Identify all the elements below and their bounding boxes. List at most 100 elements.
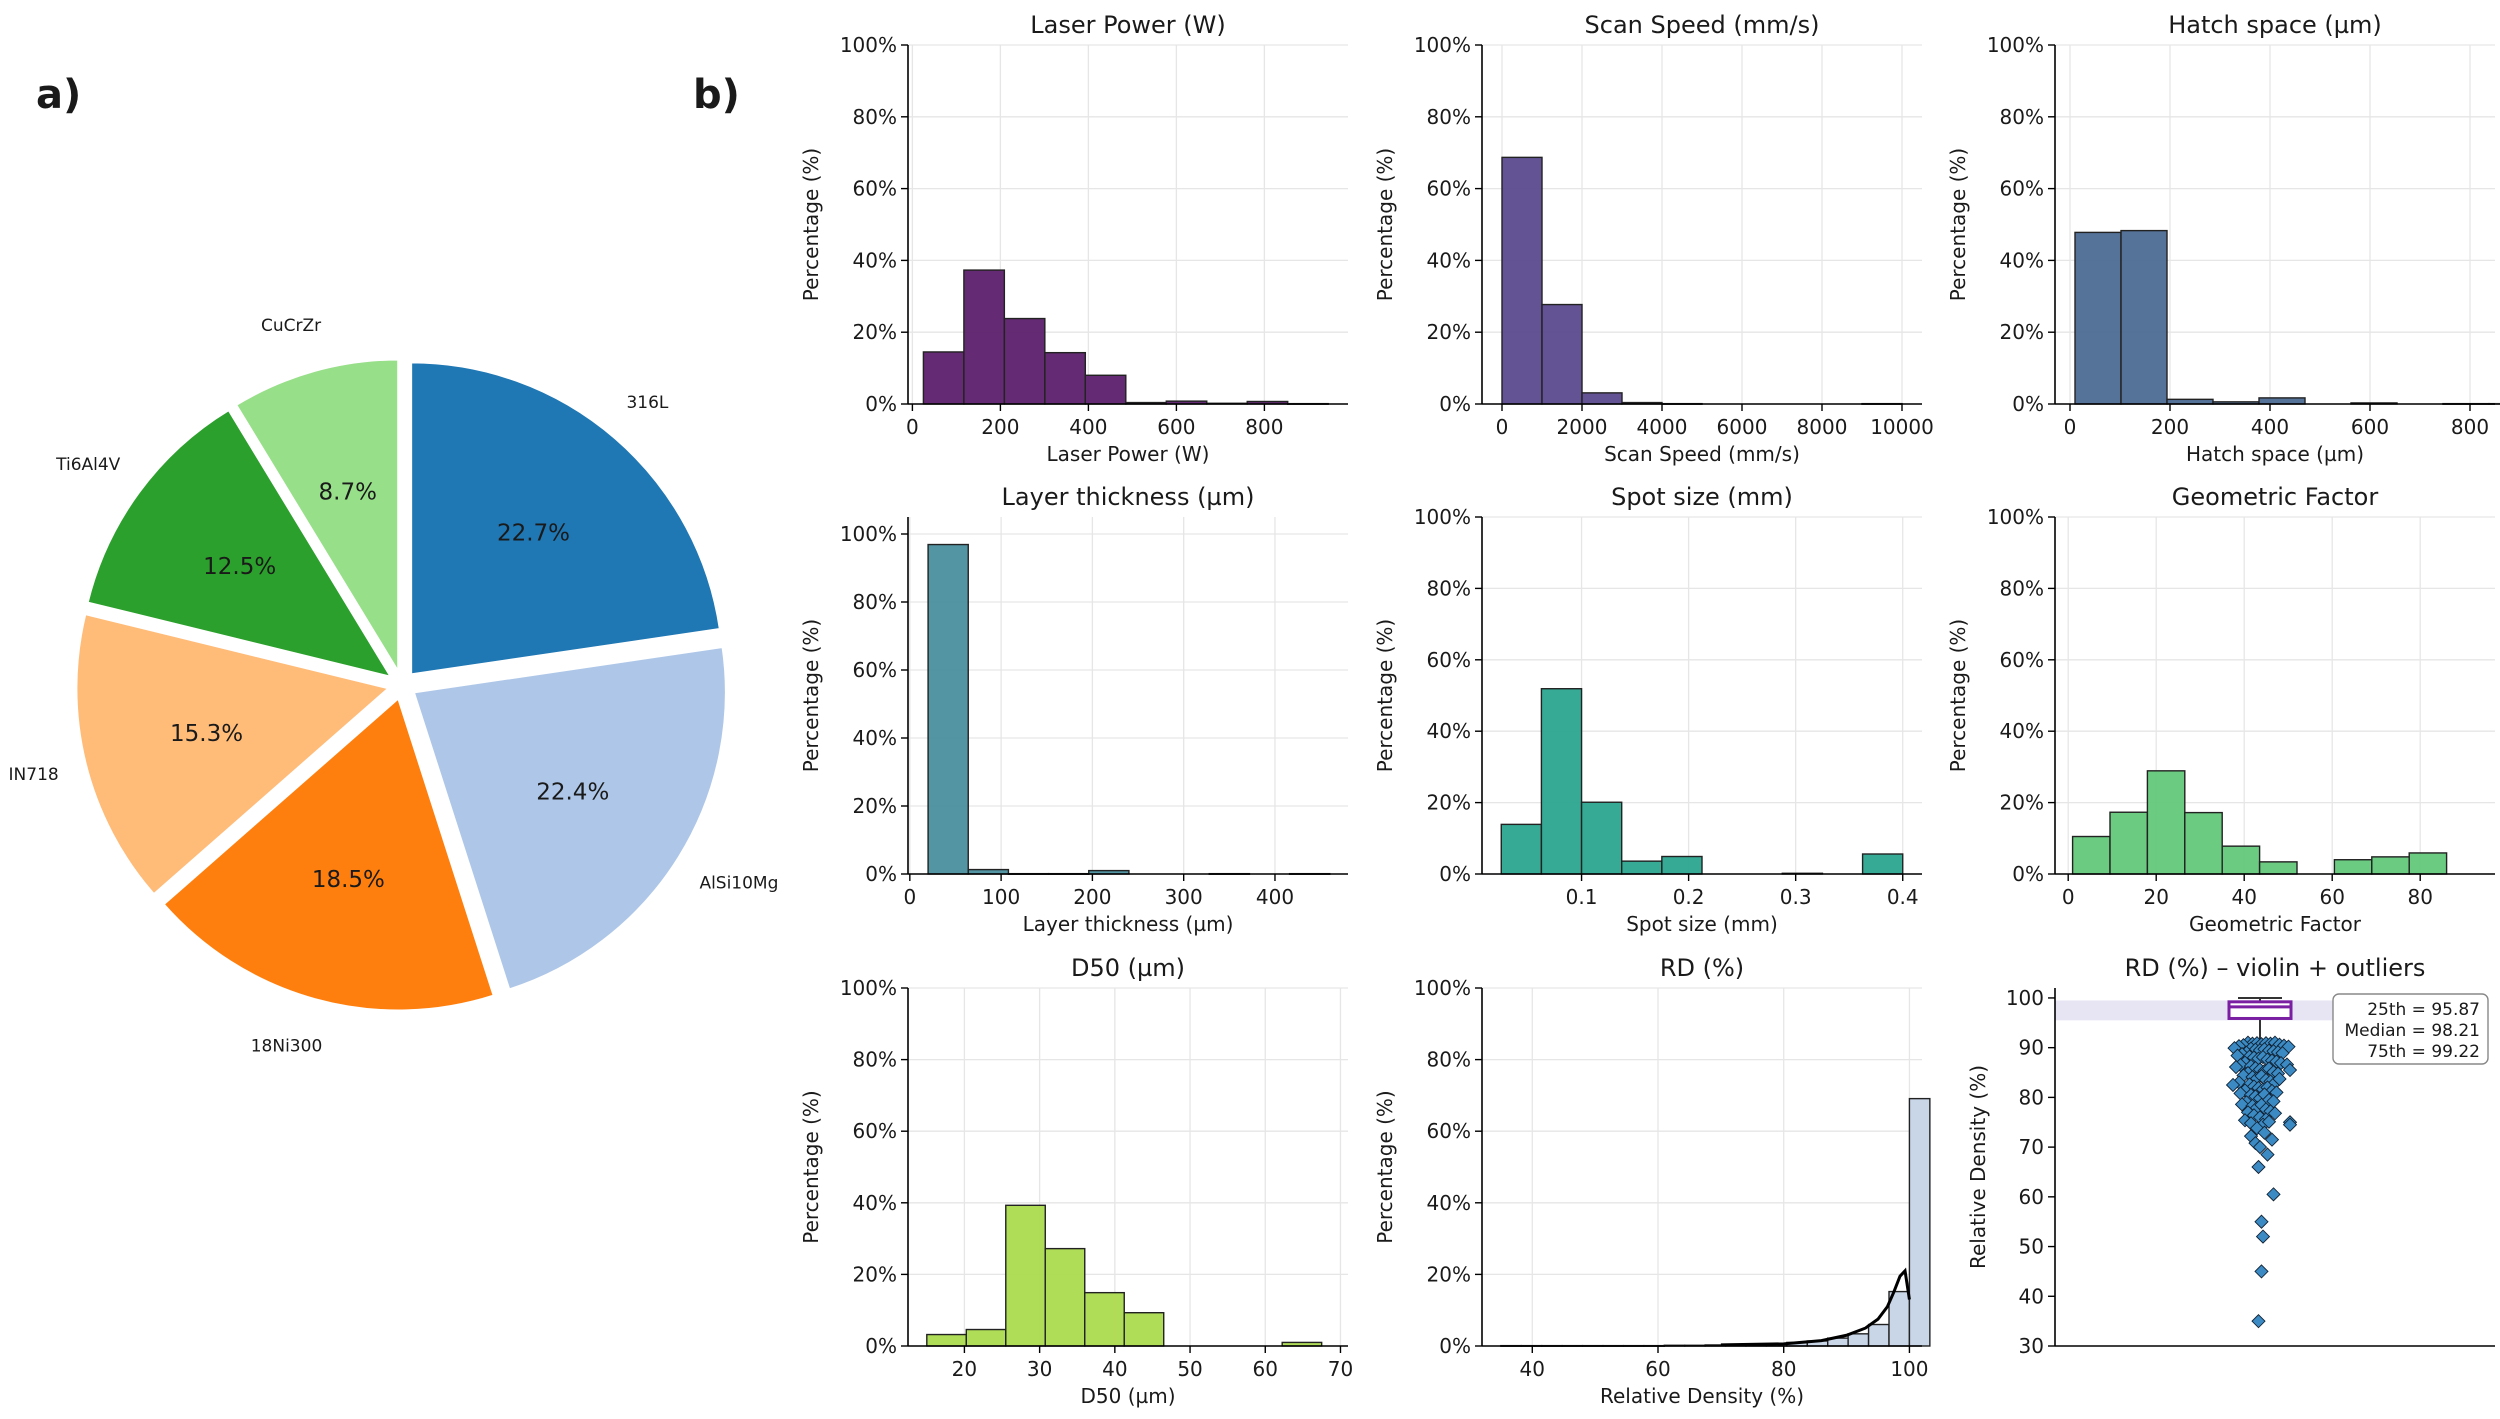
y-tick-label: 40% <box>1427 1191 1471 1215</box>
y-tick-label: 40% <box>1427 719 1471 743</box>
y-tick-label: 80% <box>1427 1048 1471 1072</box>
y-tick-label: 60% <box>853 658 897 682</box>
bar <box>963 269 1006 405</box>
x-tick-label: 0.1 <box>1566 885 1598 909</box>
y-tick-label: 0% <box>865 1334 897 1358</box>
pie-pct-label: 8.7% <box>319 479 377 505</box>
y-tick-label: 60% <box>1427 648 1471 672</box>
y-tick-label: 100% <box>1987 505 2044 529</box>
pie-category-label: 316L <box>626 393 668 413</box>
y-tick-label: 0% <box>1439 1334 1471 1358</box>
y-tick-label: 60% <box>1427 177 1471 201</box>
panel-label-a: a) <box>36 72 81 118</box>
x-tick-label: 8000 <box>1797 415 1848 439</box>
pie-pct-label: 22.4% <box>536 779 609 805</box>
y-tick-label: 40% <box>1427 248 1471 272</box>
bar <box>1847 1333 1870 1347</box>
y-tick-label: 20% <box>2000 320 2044 344</box>
pie-pct-label: 15.3% <box>170 721 243 747</box>
x-tick-label: 0 <box>903 885 916 909</box>
kde-line <box>1720 1267 1911 1347</box>
outlier-point <box>2272 1071 2287 1087</box>
x-tick-label: 10000 <box>1870 415 1934 439</box>
bar <box>2258 397 2306 405</box>
y-tick-label: 40% <box>853 726 897 750</box>
y-tick-label: 20% <box>1427 791 1471 815</box>
y-axis-label: Percentage (%) <box>1373 619 1397 772</box>
y-tick-label: 40% <box>2000 248 2044 272</box>
y-tick-label: 30 <box>2019 1334 2044 1358</box>
bar <box>1084 1291 1125 1347</box>
y-tick-label: 80% <box>1427 576 1471 600</box>
outlier-point <box>2266 1187 2281 1202</box>
chart-title: D50 (µm) <box>1071 954 1185 982</box>
y-tick-label: 20% <box>2000 791 2044 815</box>
y-tick-label: 0% <box>2012 862 2044 886</box>
bar <box>965 1328 1007 1347</box>
bar <box>1861 853 1904 875</box>
y-tick-label: 100% <box>1414 976 1471 1000</box>
x-tick-label: 600 <box>1157 415 1195 439</box>
y-tick-label: 60% <box>2000 648 2044 672</box>
stats-text: 25th = 95.87 <box>2367 1000 2480 1020</box>
bar <box>927 543 969 875</box>
x-tick-label: 30 <box>1027 1357 1052 1381</box>
y-axis-label: Percentage (%) <box>1373 1090 1397 1243</box>
y-tick-label: 80% <box>853 1048 897 1072</box>
pie-category-label: AlSi10Mg <box>699 874 778 894</box>
bar <box>926 1333 967 1347</box>
outlier-point <box>2249 1121 2265 1136</box>
x-tick-label: 40 <box>1102 1357 1127 1381</box>
chart-title: Hatch space (µm) <box>2168 11 2382 39</box>
y-tick-label: 0% <box>2012 392 2044 416</box>
y-tick-label: 100% <box>1414 505 1471 529</box>
chart-spot_size: 0% 20% 40% 60% 80% 100% 0.1 0.2 0.3 0.4 Spot size … <box>1373 483 1922 936</box>
x-tick-label: 800 <box>1245 415 1283 439</box>
pie-slice-AlSi10Mg <box>412 645 727 991</box>
y-tick-label: 50 <box>2019 1235 2044 1259</box>
x-tick-label: 0 <box>1496 415 1509 439</box>
x-tick-label: 40 <box>1520 1357 1545 1381</box>
chart-layer_thickness: 0% 20% 40% 60% 80% 100% 0 100 200 300 400 Layer thi… <box>799 483 1348 936</box>
y-axis-label: Percentage (%) <box>799 148 823 301</box>
x-tick-label: 100 <box>982 885 1020 909</box>
outlier-point <box>2260 1147 2275 1162</box>
bar <box>2074 231 2122 405</box>
bar <box>2371 856 2410 875</box>
y-tick-label: 80% <box>853 590 897 614</box>
x-axis-label: D50 (µm) <box>1080 1384 1175 1408</box>
y-tick-label: 60% <box>2000 177 2044 201</box>
outlier-point <box>2257 1125 2272 1140</box>
chart-rd: 0% 20% 40% 60% 80% 100% 40 60 80 100 RD (%) Relativ… <box>1373 954 1931 1408</box>
y-axis-label: Relative Density (%) <box>1966 1065 1990 1269</box>
bar <box>1500 823 1543 875</box>
y-tick-label: 90 <box>2019 1036 2044 1060</box>
x-tick-label: 70 <box>1328 1357 1353 1381</box>
pie-slice-IN718 <box>75 612 391 896</box>
pie-category-label: Ti6Al4V <box>55 455 121 475</box>
bar <box>2071 835 2111 875</box>
x-axis-label: Geometric Factor <box>2189 912 2362 936</box>
bar <box>1621 860 1663 875</box>
pie-category-label: CuCrZr <box>261 316 321 336</box>
x-tick-label: 60 <box>2319 885 2344 909</box>
y-tick-label: 100% <box>840 522 897 546</box>
bar <box>1044 351 1087 405</box>
bar <box>1540 688 1583 875</box>
outlier-point <box>2255 1229 2271 1244</box>
y-tick-label: 60% <box>1427 1119 1471 1143</box>
y-axis-label: Percentage (%) <box>799 619 823 772</box>
outlier-point <box>2234 1097 2250 1112</box>
stats-box <box>2332 993 2489 1065</box>
stats-text: 75th = 99.22 <box>2367 1042 2480 1062</box>
y-tick-label: 0% <box>865 392 897 416</box>
x-tick-label: 200 <box>2151 415 2189 439</box>
y-tick-label: 80% <box>2000 105 2044 129</box>
y-tick-label: 60% <box>853 177 897 201</box>
x-tick-label: 60 <box>1645 1357 1670 1381</box>
stats-text: Median = 98.21 <box>2344 1021 2480 1041</box>
y-tick-label: 100% <box>1414 33 1471 57</box>
y-tick-label: 20% <box>853 1262 897 1286</box>
outlier-point <box>2282 1062 2298 1078</box>
